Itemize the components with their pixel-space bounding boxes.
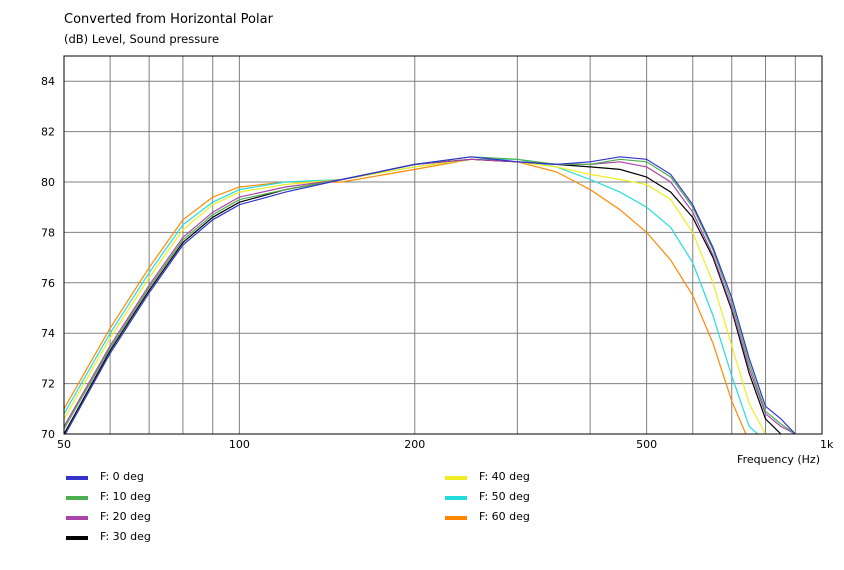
legend-label: F: 30 deg	[100, 530, 151, 543]
x-axis-label: Frequency (Hz)	[737, 453, 820, 466]
x-tick-labels: 50 100 200 500 1k	[57, 438, 834, 451]
y-tick-label: 76	[41, 277, 55, 290]
y-tick-label: 72	[41, 378, 55, 391]
x-tick-label: 200	[404, 438, 425, 451]
x-tick-label: 1k	[820, 438, 834, 451]
legend-swatch	[445, 496, 467, 500]
series-line	[64, 156, 796, 434]
y-tick-label: 82	[41, 126, 55, 139]
series-line	[64, 158, 747, 434]
legend-swatch	[445, 476, 467, 480]
legend-label: F: 0 deg	[100, 470, 144, 483]
chart-subtitle: (dB) Level, Sound pressure	[64, 32, 220, 46]
legend-label: F: 20 deg	[100, 510, 151, 523]
y-tick-label: 84	[41, 75, 55, 88]
legend-swatch	[66, 536, 88, 540]
series-line	[64, 158, 782, 434]
legend-swatch	[66, 476, 88, 480]
series-line	[64, 158, 758, 434]
plot-frame	[63, 55, 823, 435]
series-line	[64, 158, 796, 434]
legend-label: F: 40 deg	[479, 470, 530, 483]
legend-label: F: 60 deg	[479, 510, 530, 523]
y-tick-label: 80	[41, 176, 55, 189]
x-tick-label: 100	[229, 438, 250, 451]
y-tick-label: 70	[41, 428, 55, 441]
series-line	[64, 156, 796, 434]
y-tick-label: 78	[41, 226, 55, 239]
legend-swatch	[66, 516, 88, 520]
series-lines	[64, 156, 796, 434]
chart-title: Converted from Horizontal Polar	[64, 12, 273, 27]
legend-swatch	[66, 496, 88, 500]
legend-label: F: 10 deg	[100, 490, 151, 503]
y-tick-labels: 70 72 74 76 78 80 82 84	[41, 75, 55, 441]
x-tick-label: 500	[636, 438, 657, 451]
y-tick-label: 74	[41, 327, 55, 340]
x-tick-label: 50	[57, 438, 71, 451]
legend-label: F: 50 deg	[479, 490, 530, 503]
legend-swatch	[445, 516, 467, 520]
